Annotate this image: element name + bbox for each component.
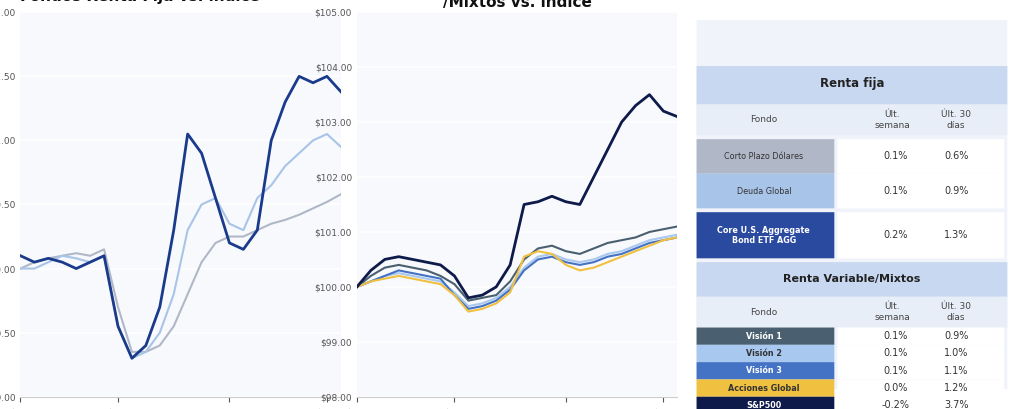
Title: Fondos Renta Variable
/Mixtos vs. índice: Fondos Renta Variable /Mixtos vs. índice [421,0,613,10]
Text: 1.0%: 1.0% [944,348,969,358]
FancyBboxPatch shape [838,362,1005,380]
FancyBboxPatch shape [696,345,835,362]
Text: 1.2%: 1.2% [944,383,969,393]
FancyBboxPatch shape [838,139,1005,174]
Text: Fondos Renta Fija vs. índice: Fondos Renta Fija vs. índice [20,0,260,4]
FancyBboxPatch shape [696,397,835,409]
Text: Visión 2: Visión 2 [745,349,782,358]
Text: 0.1%: 0.1% [883,151,907,162]
Text: Últ. 30
días: Últ. 30 días [941,110,971,130]
FancyBboxPatch shape [838,380,1005,397]
FancyBboxPatch shape [838,345,1005,362]
Text: Últ.
semana: Últ. semana [874,302,910,322]
Text: 0.0%: 0.0% [883,383,907,393]
Text: 0.1%: 0.1% [883,366,907,376]
Text: Renta fija: Renta fija [819,77,884,90]
Text: -0.2%: -0.2% [882,400,909,409]
Text: 3.7%: 3.7% [944,400,969,409]
Text: S&P500: S&P500 [746,401,781,409]
FancyBboxPatch shape [838,212,1005,258]
Text: Fondo: Fondo [751,115,777,124]
Text: 0.1%: 0.1% [883,186,907,196]
Text: 1.3%: 1.3% [944,230,969,240]
Text: Últ.
semana: Últ. semana [874,110,910,130]
Text: 0.9%: 0.9% [944,331,969,341]
Text: 0.1%: 0.1% [883,331,907,341]
Text: Visión 3: Visión 3 [745,366,781,375]
Text: Fondo: Fondo [751,308,777,317]
FancyBboxPatch shape [696,174,835,208]
FancyBboxPatch shape [696,362,835,380]
FancyBboxPatch shape [696,139,835,174]
FancyBboxPatch shape [838,328,1005,345]
FancyBboxPatch shape [696,66,1008,105]
Text: Acciones Global: Acciones Global [728,384,800,393]
FancyBboxPatch shape [696,297,1008,328]
Text: 0.6%: 0.6% [944,151,969,162]
Text: 0.2%: 0.2% [883,230,907,240]
Text: Últ. 30
días: Últ. 30 días [941,302,971,322]
Text: Core U.S. Aggregate
Bond ETF AGG: Core U.S. Aggregate Bond ETF AGG [718,225,810,245]
FancyBboxPatch shape [696,328,835,345]
FancyBboxPatch shape [696,212,835,258]
FancyBboxPatch shape [696,262,1008,297]
Text: 0.1%: 0.1% [883,348,907,358]
Text: 1.1%: 1.1% [944,366,969,376]
Text: Renta Variable/Mixtos: Renta Variable/Mixtos [783,274,921,284]
FancyBboxPatch shape [696,20,1008,389]
Text: 0.9%: 0.9% [944,186,969,196]
FancyBboxPatch shape [838,174,1005,208]
Text: Visión 1: Visión 1 [745,332,781,341]
FancyBboxPatch shape [838,397,1005,409]
Text: Deuda Global: Deuda Global [736,187,792,196]
Text: Corto Plazo Dólares: Corto Plazo Dólares [724,152,804,161]
FancyBboxPatch shape [696,105,1008,135]
FancyBboxPatch shape [696,380,835,397]
